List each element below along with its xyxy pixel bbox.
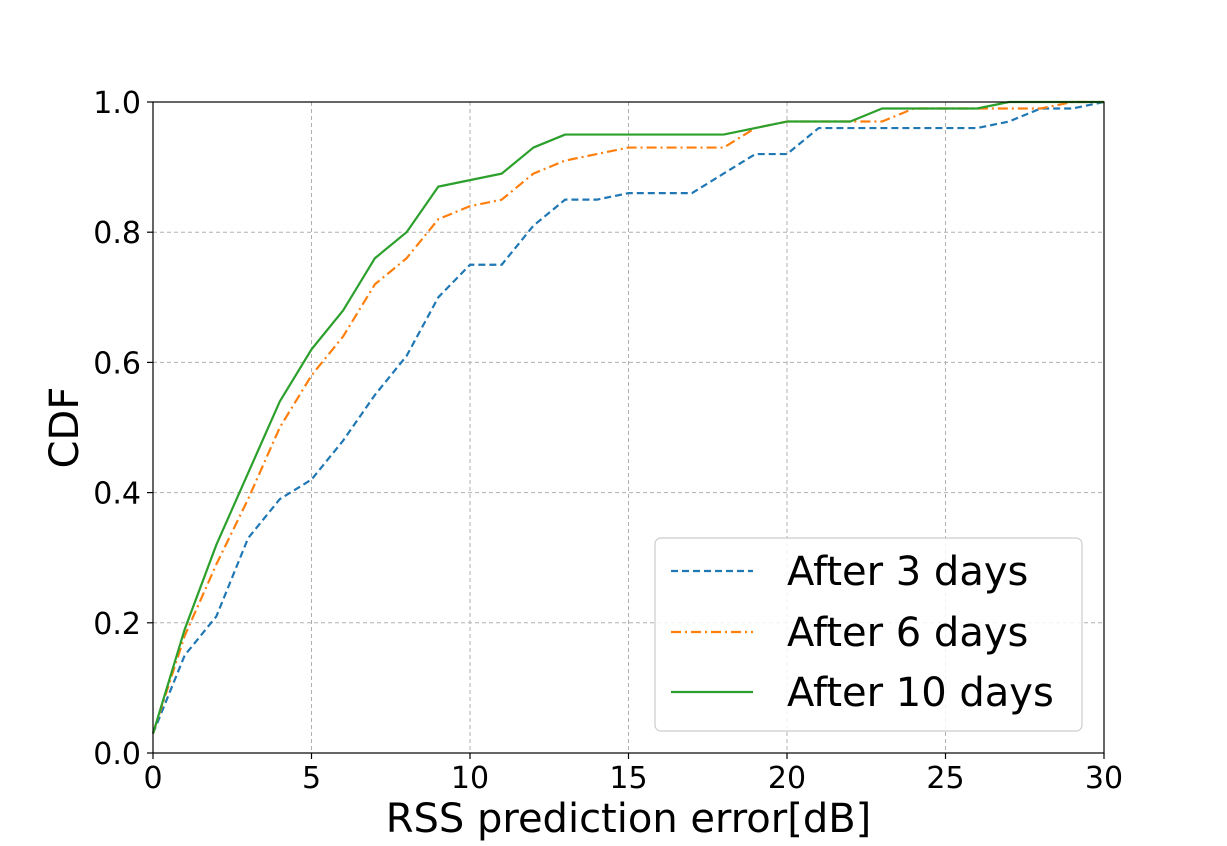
x-tick-label: 15	[609, 761, 647, 796]
legend-label-3: After 10 days	[787, 670, 1054, 716]
y-axis-title: CDF	[42, 387, 88, 469]
y-tick-label: 0.0	[93, 737, 141, 772]
x-tick-label: 0	[143, 761, 162, 796]
series-line-1	[151, 100, 1105, 734]
y-tick-label: 1.0	[93, 86, 141, 121]
x-tick-label: 5	[302, 761, 321, 796]
y-tick-label: 0.8	[93, 216, 141, 251]
x-axis-ticks: 0 5 10 15 20 25 30	[143, 753, 1123, 796]
y-tick-label: 0.4	[93, 477, 141, 512]
x-tick-label: 10	[451, 761, 489, 796]
legend-label-1: After 3 days	[787, 549, 1028, 595]
legend: After 3 days After 6 days After 10 days	[654, 537, 1083, 732]
series-line-3	[151, 100, 1104, 734]
y-tick-label: 0.6	[93, 346, 141, 381]
x-tick-label: 30	[1085, 761, 1123, 796]
x-tick-label: 20	[768, 761, 806, 796]
legend-label-2: After 6 days	[787, 610, 1028, 656]
y-axis-ticks: 0.0 0.2 0.4 0.6 0.8 1.0	[93, 86, 153, 772]
x-tick-label: 25	[926, 761, 964, 796]
series-layer	[151, 100, 1105, 734]
y-tick-label: 0.2	[93, 607, 141, 642]
legend-box	[654, 537, 1083, 732]
x-axis-title: RSS prediction error[dB]	[386, 796, 872, 842]
